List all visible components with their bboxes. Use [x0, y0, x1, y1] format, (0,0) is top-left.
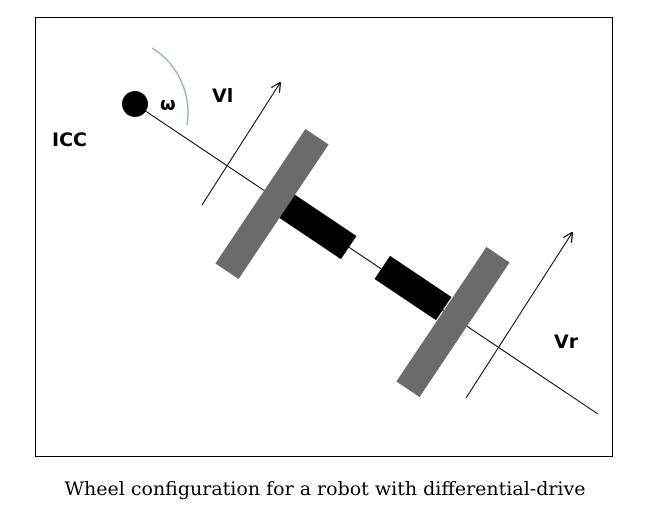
vr-label: Vr — [554, 331, 579, 353]
vl-label: Vl — [212, 85, 233, 107]
icc-point — [122, 91, 148, 117]
right-wheel — [396, 246, 510, 398]
right-motor — [374, 255, 452, 321]
omega-label: ω — [160, 94, 176, 115]
vr-arrow — [465, 233, 572, 399]
left-wheel — [215, 128, 329, 280]
axis-line — [134, 103, 599, 415]
icc-label: ICC — [52, 129, 87, 151]
left-motor — [279, 194, 357, 260]
figure-caption: Wheel configuration for a robot with dif… — [64, 478, 586, 500]
rotation-arc — [151, 47, 189, 126]
vl-arrow — [201, 83, 280, 206]
